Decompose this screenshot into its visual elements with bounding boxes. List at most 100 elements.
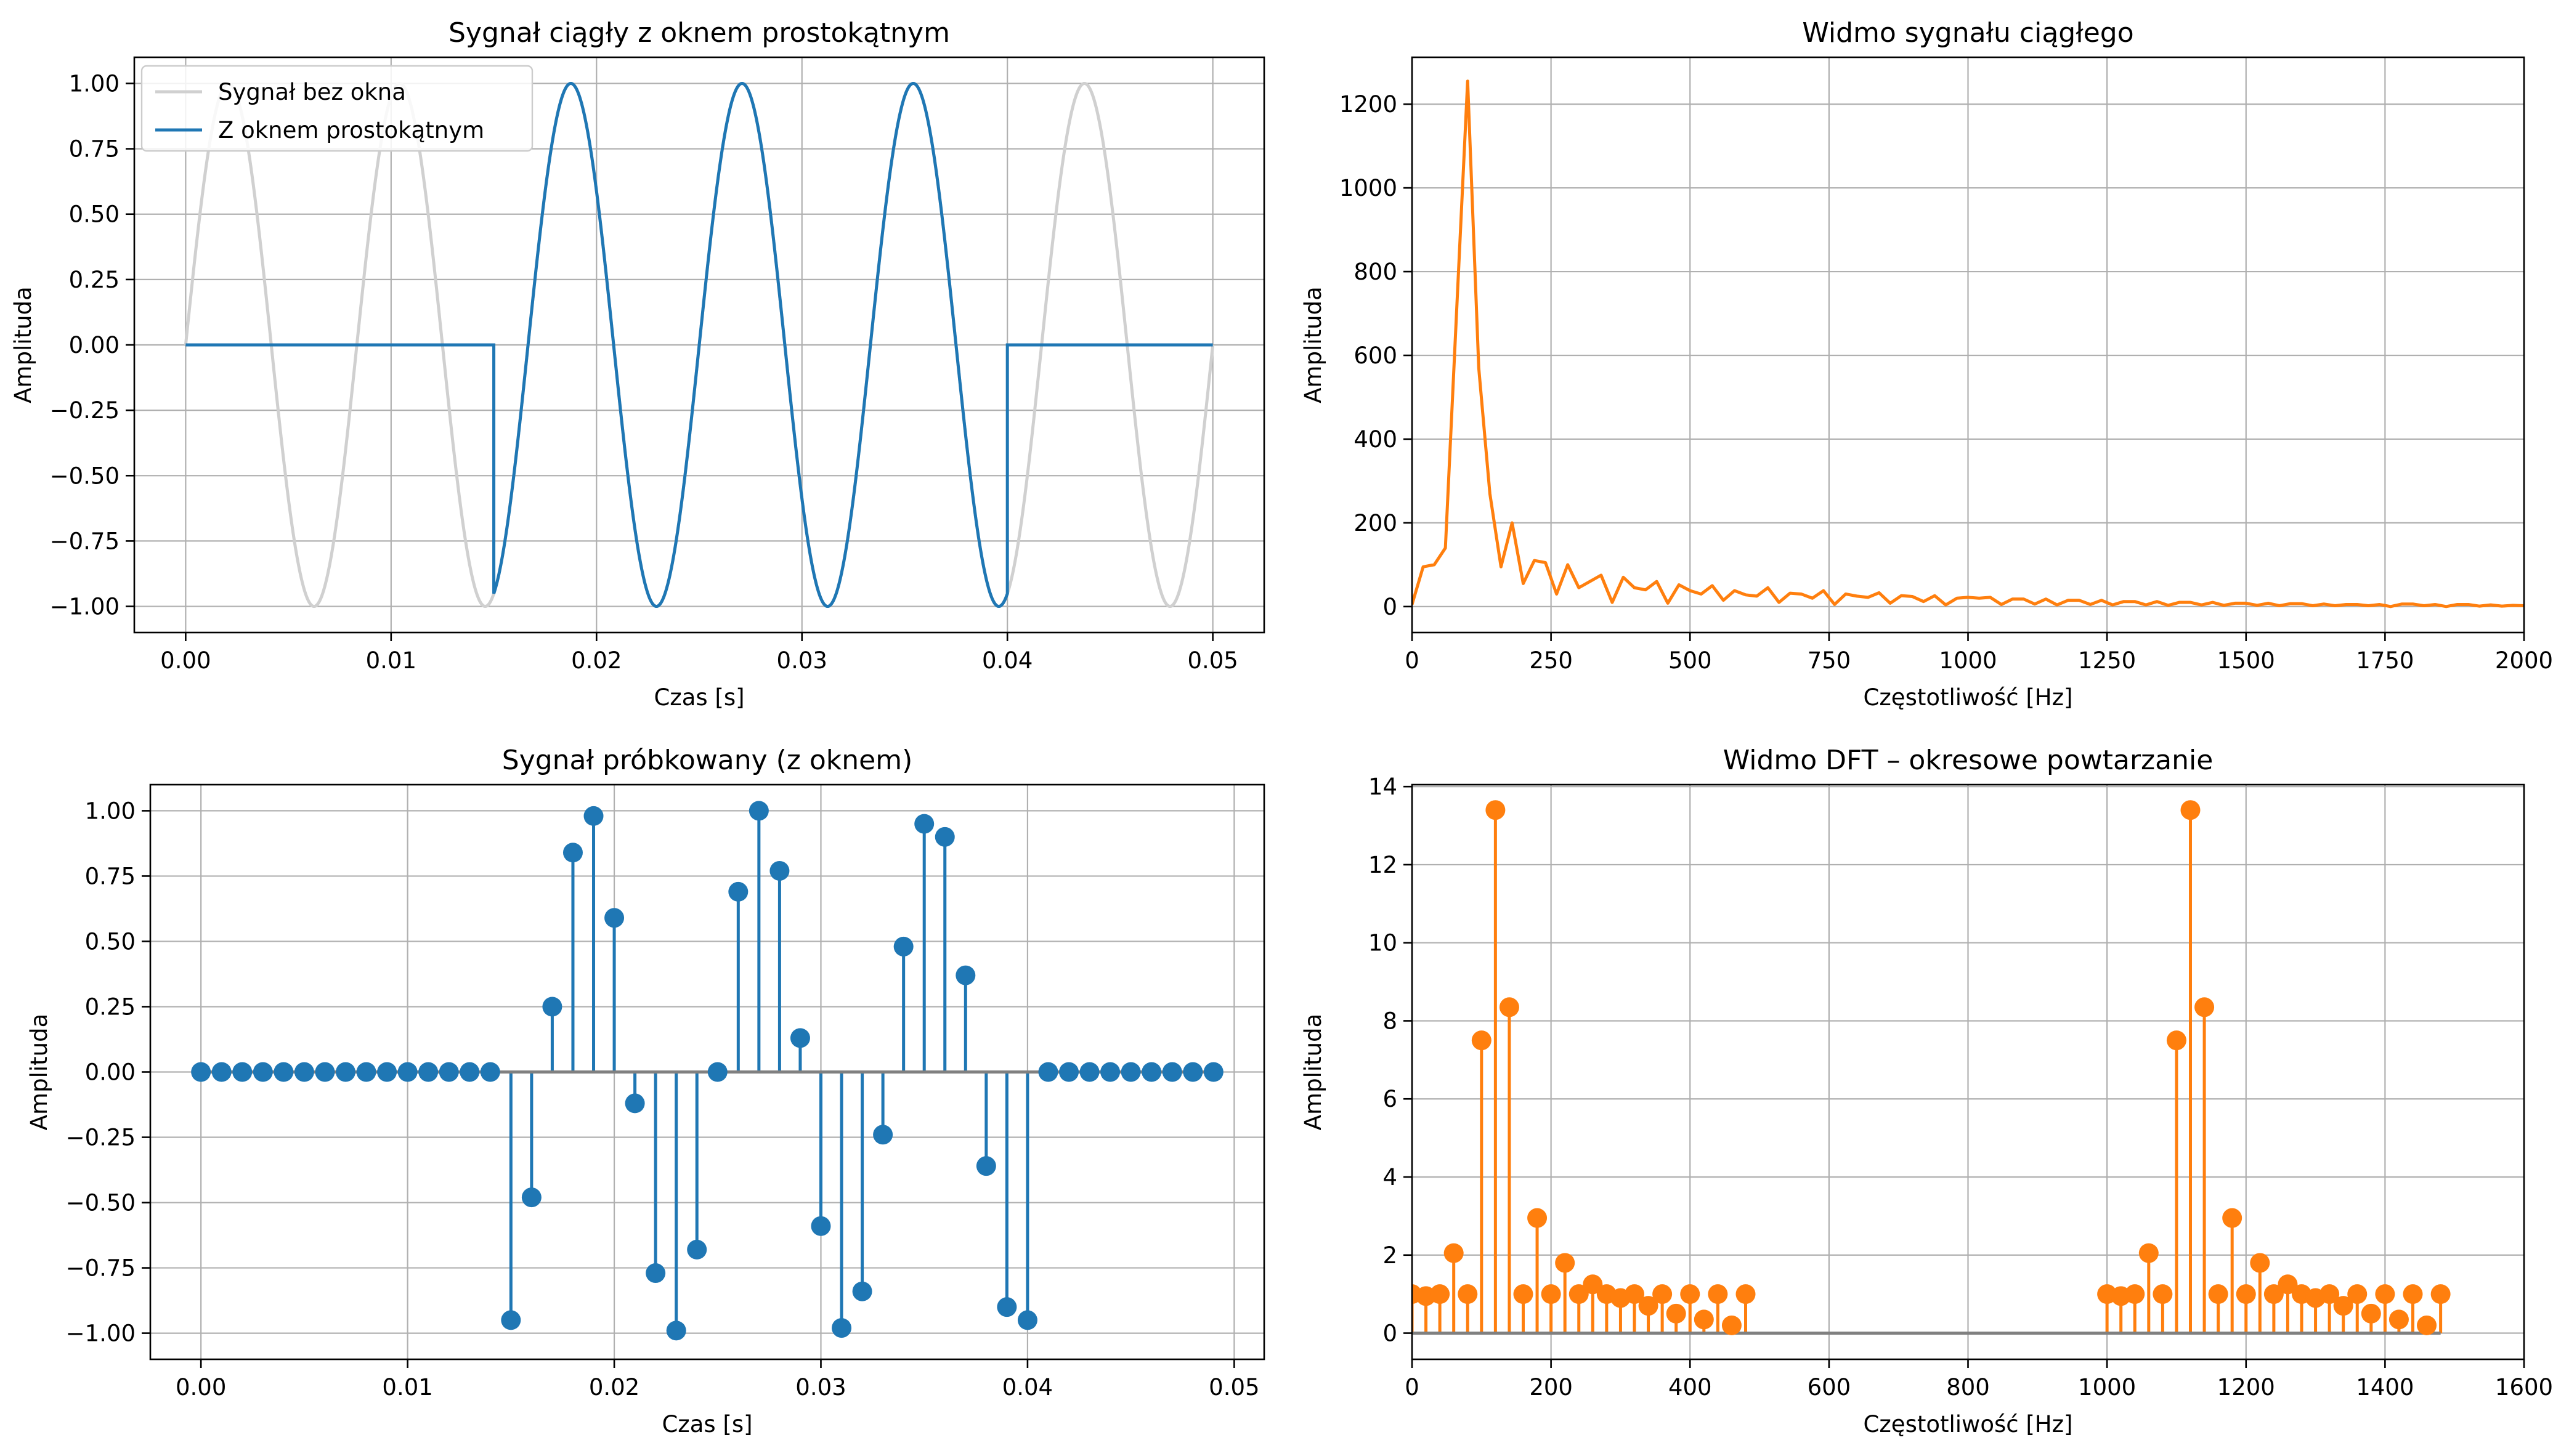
stem-marker (2417, 1315, 2437, 1335)
y-tick-label: 600 (1353, 342, 1397, 369)
y-axis-label: Amplituda (10, 286, 36, 403)
stem-marker (1017, 1310, 1037, 1330)
y-tick-label: 0.50 (85, 928, 136, 955)
stem-marker (397, 1062, 418, 1082)
stem-marker (1583, 1274, 1603, 1295)
y-tick-label: 8 (1382, 1008, 1397, 1034)
y-tick-label: 0.50 (69, 201, 120, 228)
x-axis-label: Czas [s] (662, 1411, 752, 1438)
stem-marker (232, 1062, 253, 1082)
plot-area (191, 801, 1224, 1341)
y-tick-label: 4 (1382, 1164, 1397, 1191)
stem-marker (2236, 1284, 2256, 1304)
stem-marker (501, 1310, 521, 1330)
y-axis-label: Amplituda (1300, 286, 1326, 403)
x-tick-label: 1000 (1939, 647, 1997, 674)
stem-marker (1499, 997, 1519, 1017)
stem-marker (1666, 1303, 1686, 1324)
stem-marker (2375, 1284, 2395, 1304)
stem-marker (583, 806, 604, 826)
stem-marker (1680, 1284, 1700, 1304)
stem-marker (1485, 800, 1506, 820)
legend-entry: Sygnał bez okna (218, 79, 406, 105)
stem-marker (997, 1297, 1017, 1317)
x-tick-label: 0 (1405, 647, 1419, 674)
stem-marker (1430, 1284, 1450, 1304)
x-tick-label: 0.05 (1187, 647, 1238, 674)
stem-marker (2347, 1284, 2368, 1304)
y-tick-label: 0.00 (85, 1059, 136, 1086)
stem-marker (356, 1062, 376, 1082)
stem-marker (2263, 1284, 2284, 1304)
stem-marker (542, 997, 562, 1017)
y-tick-label: 0.25 (85, 993, 136, 1020)
stem-marker (1541, 1284, 1561, 1304)
stem-marker (832, 1318, 852, 1338)
stem-marker (1721, 1315, 1742, 1335)
plot-area (184, 81, 1215, 609)
x-tick-label: 500 (1668, 647, 1712, 674)
stem-marker (294, 1062, 314, 1082)
stem-marker (2361, 1303, 2381, 1324)
stem-marker (460, 1062, 480, 1082)
stem-marker (2250, 1253, 2270, 1273)
stem-marker (976, 1156, 996, 1176)
x-tick-label: 0.01 (382, 1374, 432, 1401)
x-tick-label: 600 (1808, 1374, 1851, 1401)
x-tick-label: 0.02 (589, 1374, 639, 1401)
stem-marker (1527, 1208, 1548, 1228)
stem-marker (625, 1093, 645, 1114)
stem-marker (1443, 1243, 1464, 1263)
x-tick-label: 0.04 (982, 647, 1033, 674)
stem-marker (811, 1216, 831, 1236)
stem-marker (1735, 1284, 1756, 1304)
x-axis-label: Czas [s] (654, 684, 744, 711)
chart-title: Widmo DFT – okresowe powtarzanie (1723, 745, 2214, 776)
x-tick-label: 1200 (2217, 1374, 2275, 1401)
x-tick-label: 800 (1946, 1374, 1990, 1401)
stem-marker (1203, 1062, 1224, 1082)
y-axis-label: Amplituda (26, 1014, 52, 1131)
y-tick-label: 400 (1353, 426, 1397, 453)
stem-marker (1079, 1062, 1100, 1082)
stem-marker (2403, 1284, 2423, 1304)
stem-marker (439, 1062, 459, 1082)
x-tick-label: 750 (1808, 647, 1851, 674)
stem-marker (687, 1239, 707, 1260)
stem-marker (749, 801, 769, 821)
y-tick-label: 800 (1353, 259, 1397, 285)
plot-area (1412, 800, 2451, 1335)
stem-marker (2388, 1309, 2409, 1330)
chart-title: Widmo sygnału ciągłego (1802, 17, 2133, 49)
y-tick-label: −1.00 (50, 594, 120, 620)
stem-marker (2125, 1284, 2145, 1304)
y-tick-label: 1.00 (85, 798, 136, 824)
plot-area (1412, 79, 2524, 609)
stem-marker (666, 1321, 686, 1341)
stem-marker (2153, 1284, 2173, 1304)
y-tick-label: 14 (1368, 774, 1397, 800)
x-tick-label: 1750 (2356, 647, 2414, 674)
y-tick-label: −0.25 (50, 397, 120, 424)
stem-marker (1471, 1030, 1491, 1051)
stem-marker (1162, 1062, 1182, 1082)
y-tick-label: 1200 (1339, 91, 1397, 118)
stem-marker (1121, 1062, 1141, 1082)
x-tick-label: 2000 (2495, 647, 2553, 674)
stem-marker (914, 814, 935, 834)
y-tick-label: 12 (1368, 852, 1397, 878)
stem-marker (2319, 1284, 2340, 1304)
stem-marker (728, 881, 749, 902)
stem-marker (211, 1062, 232, 1082)
x-tick-label: 0.00 (160, 647, 211, 674)
stem-marker (1038, 1062, 1058, 1082)
stem-marker (707, 1062, 728, 1082)
y-tick-label: 200 (1353, 510, 1397, 536)
x-tick-label: 1000 (2078, 1374, 2136, 1401)
stem-marker (191, 1062, 211, 1082)
y-tick-label: 0 (1382, 594, 1397, 620)
y-tick-label: −0.75 (66, 1255, 136, 1282)
x-tick-label: 0 (1405, 1374, 1419, 1401)
stem-marker (562, 843, 583, 863)
